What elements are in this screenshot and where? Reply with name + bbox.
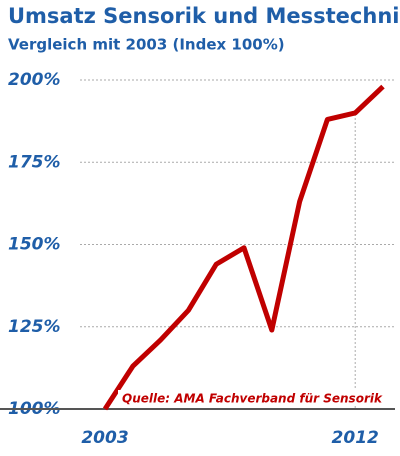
y-tick-label: 175% <box>8 152 61 172</box>
y-tick-label: 200% <box>8 70 61 90</box>
annotation: Quelle: AMA Fachverband für Sensorik <box>122 392 383 406</box>
x-tick-label: 2003 <box>81 428 128 448</box>
x-tick-label: 2012 <box>332 428 379 448</box>
y-tick-label: 125% <box>8 317 61 337</box>
annotation-box <box>118 390 358 406</box>
chart-title: Umsatz Sensorik und Messtechnik <box>8 4 400 28</box>
chart-subtitle: Vergleich mit 2003 (Index 100%) <box>8 36 285 54</box>
data-line <box>102 84 385 411</box>
y-tick-label: 150% <box>8 235 61 255</box>
